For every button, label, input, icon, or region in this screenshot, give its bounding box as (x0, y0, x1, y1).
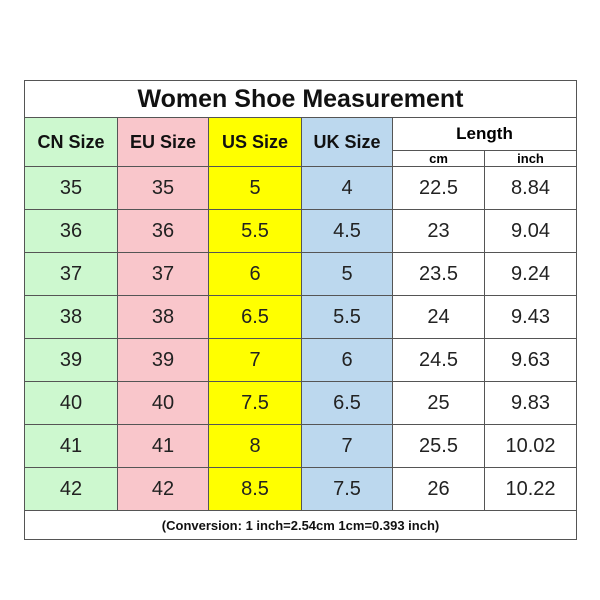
cell-cm: 22.5 (392, 166, 485, 210)
cell-cn: 41 (24, 424, 118, 468)
cell-cm: 24.5 (392, 338, 485, 382)
table-row: 38 38 6.5 5.5 24 9.43 (24, 295, 578, 339)
cell-cm: 25.5 (392, 424, 485, 468)
cell-eu: 39 (117, 338, 209, 382)
cell-us: 5 (208, 166, 302, 210)
header-cn-size: CN Size (24, 117, 118, 167)
table-row: 37 37 6 5 23.5 9.24 (24, 252, 578, 296)
cell-cn: 35 (24, 166, 118, 210)
size-table: Women Shoe Measurement CN Size EU Size U… (23, 80, 578, 540)
cell-eu: 37 (117, 252, 209, 296)
cell-us: 6 (208, 252, 302, 296)
cell-inch: 10.22 (483, 467, 578, 511)
cell-uk: 5.5 (301, 295, 393, 339)
cell-cn: 42 (24, 467, 118, 511)
table-row: 39 39 7 6 24.5 9.63 (24, 338, 578, 382)
header-cm: cm (392, 150, 485, 167)
table-row: 35 35 5 4 22.5 8.84 (24, 166, 578, 210)
cell-cm: 23 (392, 209, 485, 253)
cell-cm: 23.5 (392, 252, 485, 296)
page-title: Women Shoe Measurement (23, 80, 578, 118)
cell-uk: 6 (301, 338, 393, 382)
header-inch: inch (483, 150, 578, 167)
table-row: 42 42 8.5 7.5 26 10.22 (24, 467, 578, 511)
cell-uk: 7.5 (301, 467, 393, 511)
cell-us: 7 (208, 338, 302, 382)
cell-cn: 37 (24, 252, 118, 296)
cell-us: 8.5 (208, 467, 302, 511)
conversion-note: (Conversion: 1 inch=2.54cm 1cm=0.393 inc… (23, 510, 578, 540)
cell-us: 8 (208, 424, 302, 468)
cell-eu: 38 (117, 295, 209, 339)
header-uk-size: UK Size (301, 117, 393, 167)
cell-us: 6.5 (208, 295, 302, 339)
header-eu-size: EU Size (117, 117, 209, 167)
cell-uk: 7 (301, 424, 393, 468)
cell-cn: 38 (24, 295, 118, 339)
cell-cn: 40 (24, 381, 118, 425)
cell-inch: 9.83 (483, 381, 578, 425)
cell-inch: 8.84 (483, 166, 578, 210)
table-row: 40 40 7.5 6.5 25 9.83 (24, 381, 578, 425)
header-length: Length (391, 117, 578, 151)
size-rows: 35 35 5 4 22.5 8.84 36 36 5.5 4.5 23 9.04 37 37 6 5 23.5… (24, 166, 578, 511)
cell-uk: 4 (301, 166, 393, 210)
cell-eu: 41 (117, 424, 209, 468)
cell-inch: 9.63 (483, 338, 578, 382)
size-chart: Women Shoe Measurement CN Size EU Size U… (23, 80, 578, 540)
cell-cn: 36 (24, 209, 118, 253)
cell-cm: 24 (392, 295, 485, 339)
cell-inch: 9.43 (483, 295, 578, 339)
cell-inch: 9.24 (483, 252, 578, 296)
cell-eu: 40 (117, 381, 209, 425)
table-row: 36 36 5.5 4.5 23 9.04 (24, 209, 578, 253)
table-row: 41 41 8 7 25.5 10.02 (24, 424, 578, 468)
cell-inch: 9.04 (483, 209, 578, 253)
cell-eu: 42 (117, 467, 209, 511)
cell-cm: 26 (392, 467, 485, 511)
cell-us: 5.5 (208, 209, 302, 253)
cell-uk: 6.5 (301, 381, 393, 425)
cell-uk: 5 (301, 252, 393, 296)
header-us-size: US Size (208, 117, 302, 167)
cell-cn: 39 (24, 338, 118, 382)
cell-uk: 4.5 (301, 209, 393, 253)
cell-us: 7.5 (208, 381, 302, 425)
cell-cm: 25 (392, 381, 485, 425)
cell-inch: 10.02 (483, 424, 578, 468)
cell-eu: 36 (117, 209, 209, 253)
cell-eu: 35 (117, 166, 209, 210)
